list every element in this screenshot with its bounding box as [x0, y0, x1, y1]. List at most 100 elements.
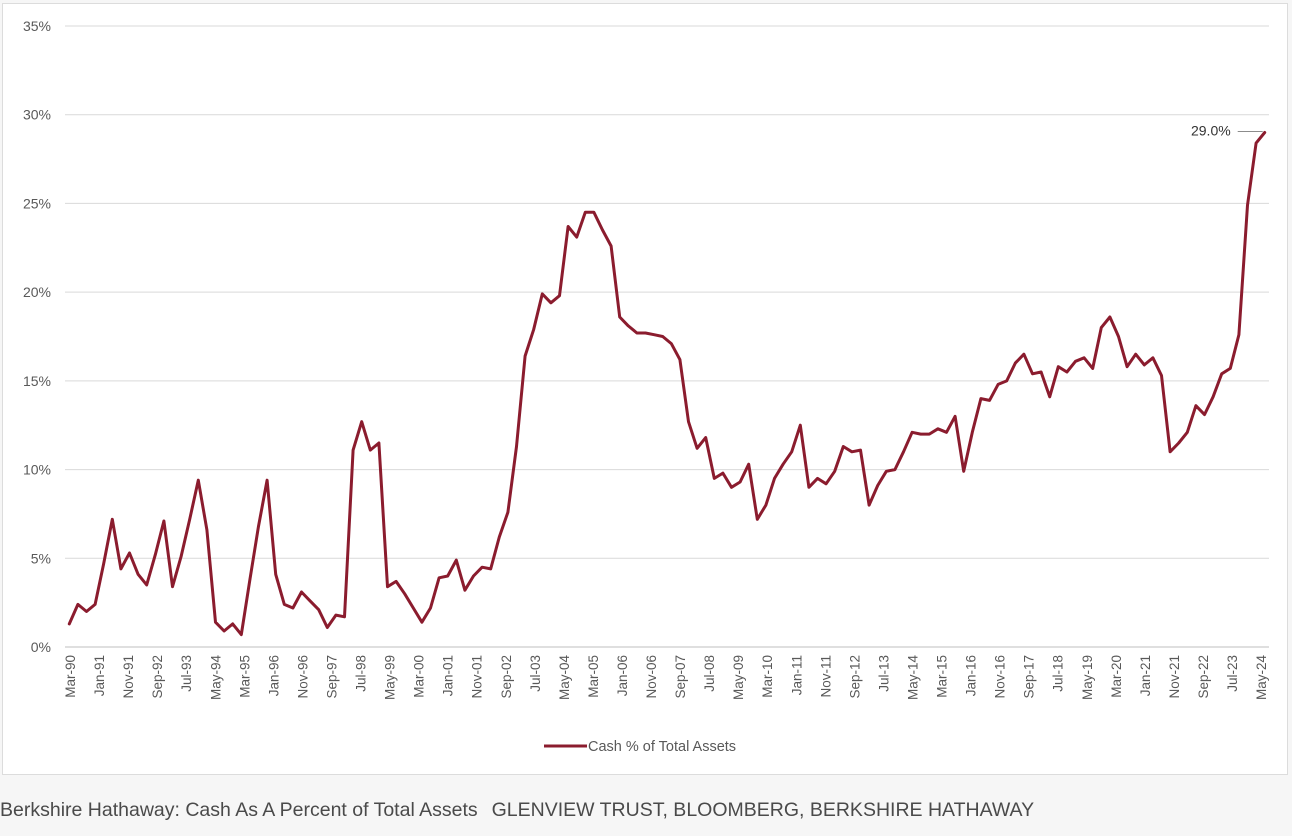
data-point [1005, 379, 1008, 383]
data-point [635, 331, 639, 335]
data-point [850, 450, 854, 453]
data-point [403, 592, 406, 595]
x-tick-label: Sep-92 [150, 655, 165, 699]
data-point [1194, 404, 1198, 407]
data-point [962, 470, 965, 473]
data-point [919, 432, 922, 436]
x-tick-label: Mar-10 [760, 655, 775, 698]
data-point [300, 590, 303, 594]
data-point [334, 613, 338, 617]
data-point [343, 615, 346, 618]
data-point [953, 415, 957, 418]
data-point [1048, 395, 1051, 398]
data-point [274, 573, 277, 576]
data-point [816, 477, 819, 480]
data-point [1229, 367, 1232, 370]
data-point [1246, 204, 1249, 207]
data-point [1220, 372, 1223, 375]
data-point [1014, 361, 1017, 365]
data-point [1177, 441, 1180, 445]
x-tick-label: Nov-91 [121, 655, 136, 699]
data-point [523, 354, 527, 358]
data-point [678, 358, 682, 361]
data-point [1117, 335, 1120, 338]
data-point [136, 573, 140, 576]
data-point [455, 558, 458, 562]
data-point [1091, 367, 1094, 370]
x-tick-label: Jul-98 [354, 655, 369, 692]
data-point [111, 518, 114, 521]
x-tick-label: Mar-15 [935, 655, 950, 698]
data-point [317, 608, 320, 611]
data-point [996, 383, 1000, 386]
x-tick-label: Jan-96 [266, 655, 281, 696]
data-point [695, 447, 699, 450]
x-tick-label: Nov-21 [1167, 655, 1182, 699]
data-point [489, 567, 492, 571]
x-tick-label: Mar-05 [586, 655, 601, 698]
x-tick-label: Sep-17 [1022, 655, 1037, 699]
x-tick-label: Sep-97 [324, 655, 339, 699]
data-point [928, 432, 931, 436]
data-point [437, 576, 441, 579]
x-tick-label: Jul-18 [1051, 655, 1066, 692]
data-point [498, 535, 501, 539]
data-point [214, 621, 217, 624]
x-tick-label: May-99 [383, 655, 398, 700]
data-point [1031, 372, 1034, 375]
data-point [807, 486, 811, 489]
x-tick-label: Mar-00 [412, 655, 427, 698]
x-tick-label: Jul-08 [702, 655, 717, 692]
x-tick-label: Jan-11 [789, 655, 804, 695]
data-point [1186, 431, 1189, 434]
data-point [1168, 450, 1172, 453]
data-point [1074, 360, 1077, 363]
x-tick-label: Jul-13 [876, 655, 891, 692]
figure-caption: Berkshire Hathaway: Cash As A Percent of… [0, 795, 1034, 825]
x-tick-label: Nov-11 [818, 655, 833, 698]
data-point [609, 244, 613, 248]
data-point [730, 486, 733, 489]
x-tick-label: Sep-02 [499, 655, 514, 699]
x-tick-label: May-14 [905, 655, 920, 701]
x-tick-label: Jul-03 [528, 655, 543, 692]
x-tick-label: Jul-23 [1225, 655, 1240, 692]
legend: Cash % of Total Assets [544, 739, 736, 755]
data-point [549, 301, 553, 304]
data-point [652, 333, 656, 336]
y-tick-label: 10% [23, 462, 51, 478]
x-tick-label: Jan-06 [615, 655, 630, 696]
x-axis-ticks: Mar-90 Jan-91 Nov-91 Sep-92 Jul-93 May-94 Mar-… [63, 655, 1269, 701]
y-tick-label: 20% [23, 284, 51, 300]
data-point [68, 622, 71, 626]
data-point [205, 528, 209, 532]
data-point [558, 294, 561, 297]
data-point [472, 574, 475, 578]
legend-label: Cash % of Total Assets [588, 739, 736, 755]
data-point [1065, 370, 1069, 374]
series-line-cash-pct [67, 131, 1267, 637]
data-point [283, 603, 286, 606]
y-tick-label: 30% [23, 107, 51, 123]
data-point [893, 468, 897, 471]
data-point [747, 463, 750, 466]
data-point [756, 518, 759, 521]
data-point [1254, 141, 1258, 145]
x-tick-label: May-94 [208, 655, 223, 701]
data-point [670, 342, 673, 345]
data-point [85, 610, 88, 613]
data-point [764, 503, 768, 507]
data-point [265, 479, 269, 482]
data-point [360, 420, 363, 423]
data-point [644, 331, 647, 335]
data-point [179, 555, 183, 558]
y-tick-label: 25% [23, 195, 51, 211]
data-point [566, 225, 570, 228]
data-point [704, 436, 707, 439]
data-point [824, 482, 828, 485]
line-chart: 0% 5% 10% 15% 20% 25% 30% 35% Mar-90 Jan-91 Nov-9… [23, 18, 1269, 755]
x-tick-label: Jan-16 [964, 655, 979, 696]
data-point [76, 603, 80, 606]
data-point [145, 583, 148, 587]
x-tick-label: Mar-20 [1109, 655, 1124, 698]
